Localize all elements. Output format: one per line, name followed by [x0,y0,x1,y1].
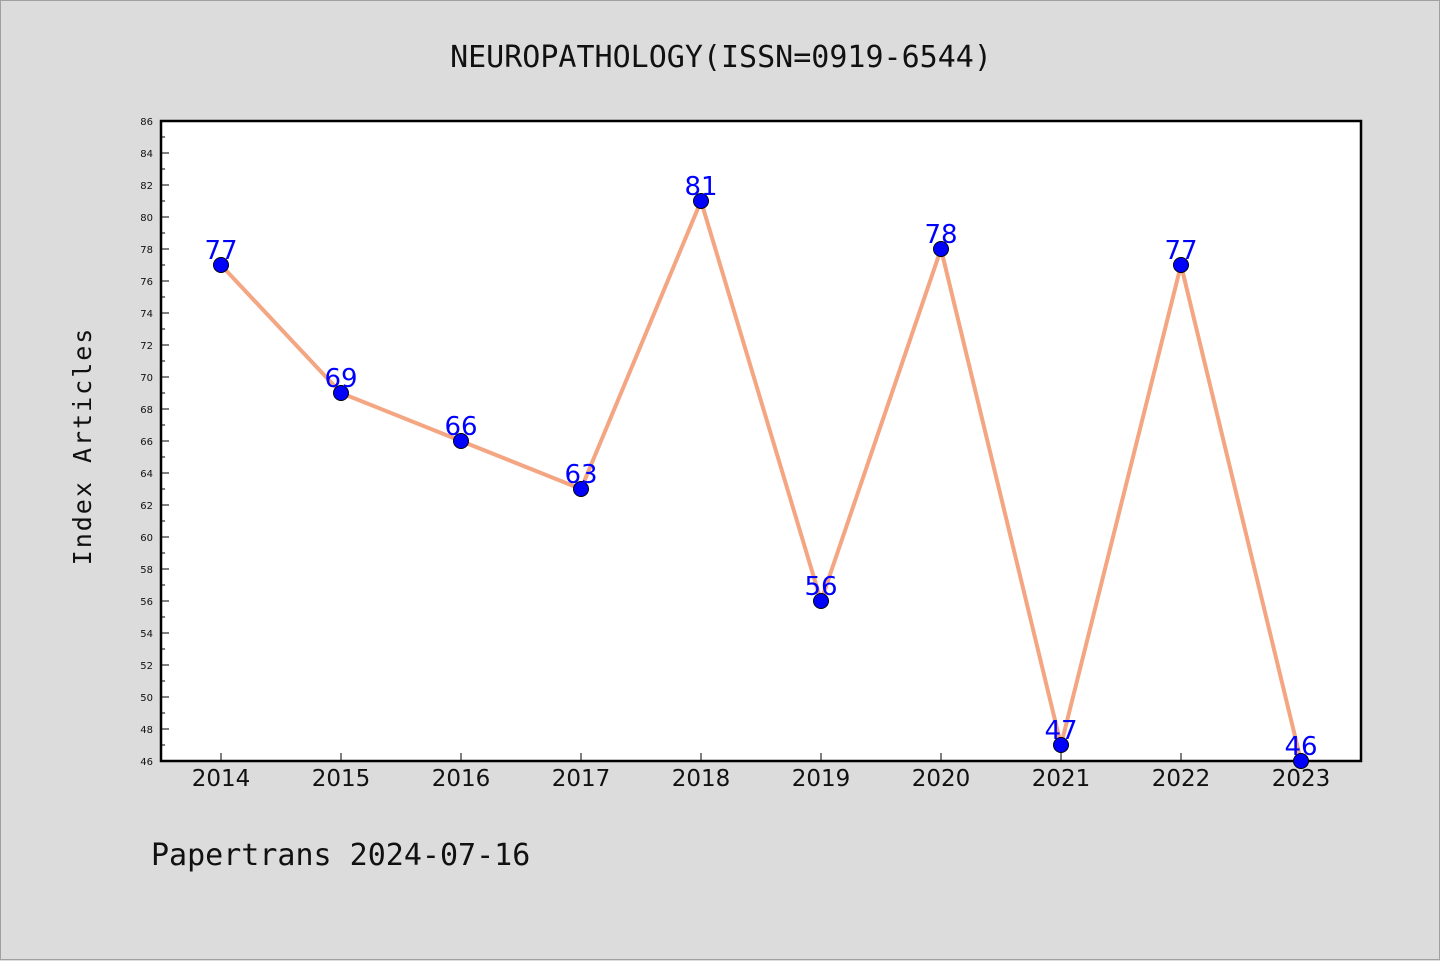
plot-area [159,119,1363,763]
y-tick-label: 62 [140,501,153,512]
data-point [333,385,349,401]
data-point [1293,753,1309,769]
x-tick-label: 2021 [1032,766,1091,792]
x-tick-label: 2014 [192,766,251,792]
y-tick-label: 52 [140,661,153,672]
y-tick-label: 82 [140,181,153,192]
data-point [1053,737,1069,753]
y-tick-label: 72 [140,341,153,352]
data-label: 81 [684,172,717,202]
data-label: 47 [1044,716,1077,746]
data-label: 46 [1284,732,1317,762]
y-tick-label: 84 [140,149,153,160]
data-point [813,593,829,609]
y-axis-ticks: 46 48 50 52 54 56 58 60 62 64 66 68 70 72 74 76 78 80 82 84… [140,117,169,768]
y-tick-label: 60 [140,533,153,544]
y-axis-label: Index Articles [68,327,97,566]
x-tick-label: 2023 [1272,766,1331,792]
y-tick-label: 76 [140,277,153,288]
data-label: 69 [324,364,357,394]
data-label: 77 [204,236,237,266]
x-tick-label: 2022 [1152,766,1211,792]
data-point [453,433,469,449]
data-label: 63 [564,460,597,490]
data-label: 56 [804,572,837,602]
y-tick-label: 66 [140,437,153,448]
y-tick-label: 58 [140,565,153,576]
data-point [693,193,709,209]
data-point [213,257,229,273]
y-tick-label: 68 [140,405,153,416]
data-point [1173,257,1189,273]
data-label: 77 [1164,236,1197,266]
chart-title: NEUROPATHOLOGY(ISSN=0919-6544) [450,40,992,75]
x-axis-ticks: 2014 2015 2016 2017 2018 2019 2020 2021 2022 2023 [192,753,1331,792]
y-tick-label: 50 [140,693,153,704]
series-layer: 77 69 66 63 81 56 78 47 77 46 [204,172,1318,769]
y-tick-label: 80 [140,213,153,224]
y-tick-label: 74 [140,309,153,320]
series-line [219,199,1303,763]
x-tick-label: 2017 [552,766,611,792]
y-tick-label: 64 [140,469,153,480]
y-tick-label: 56 [140,597,153,608]
y-tick-label: 70 [140,373,153,384]
y-tick-label: 46 [140,757,153,768]
footer-credit: Papertrans 2024-07-16 [151,838,530,873]
y-tick-label: 86 [140,117,153,128]
y-tick-label: 54 [140,629,153,640]
x-tick-label: 2015 [312,766,371,792]
y-tick-label: 48 [140,725,153,736]
data-point [933,241,949,257]
x-tick-label: 2019 [792,766,851,792]
x-tick-label: 2016 [432,766,491,792]
data-point [573,481,589,497]
y-tick-label: 78 [140,245,153,256]
x-tick-label: 2020 [912,766,971,792]
x-tick-label: 2018 [672,766,731,792]
data-label: 66 [444,412,477,442]
data-label: 78 [924,220,957,250]
